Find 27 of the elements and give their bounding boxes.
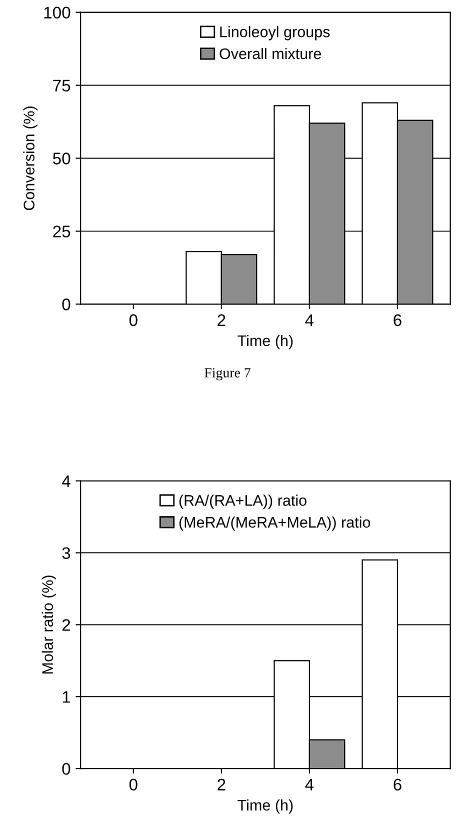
x-axis-title: Time (h) bbox=[238, 334, 293, 350]
legend-label: (RA/(RA+LA)) ratio bbox=[179, 494, 306, 509]
y-tick-label: 1 bbox=[62, 691, 70, 703]
y-tick-label: 3 bbox=[62, 547, 70, 559]
y-tick-label: 100 bbox=[44, 6, 70, 19]
y-tick-label: 75 bbox=[53, 80, 70, 92]
x-tick-label: 4 bbox=[305, 314, 314, 326]
x-tick-label: 2 bbox=[218, 778, 226, 790]
caption: Figure 7 bbox=[204, 368, 250, 380]
x-tick-label: 0 bbox=[129, 778, 138, 791]
y-tick-label: 4 bbox=[62, 475, 70, 487]
y-tick-label: 50 bbox=[52, 152, 70, 164]
x-tick-label: 6 bbox=[394, 778, 402, 791]
x-tick-label: 6 bbox=[394, 314, 402, 326]
x-axis-title: Time (h) bbox=[238, 799, 293, 814]
y-tick-label: 25 bbox=[53, 226, 70, 238]
y-axis-title: Conversion (%) bbox=[23, 106, 38, 210]
y-axis-title: Molar ratio (%) bbox=[42, 576, 56, 674]
y-tick-label: 0 bbox=[62, 298, 70, 310]
y-tick-label: 2 bbox=[62, 619, 70, 631]
x-tick-label: 0 bbox=[129, 314, 138, 326]
legend-label: Linoleoyl groups bbox=[220, 26, 330, 40]
x-tick-label: 2 bbox=[218, 314, 226, 326]
legend-label: (MeRA/(MeRA+MeLA)) ratio bbox=[179, 516, 370, 531]
y-tick-label: 0 bbox=[62, 762, 70, 775]
x-tick-label: 4 bbox=[305, 778, 314, 790]
legend-label: Overall mixture bbox=[220, 48, 322, 60]
